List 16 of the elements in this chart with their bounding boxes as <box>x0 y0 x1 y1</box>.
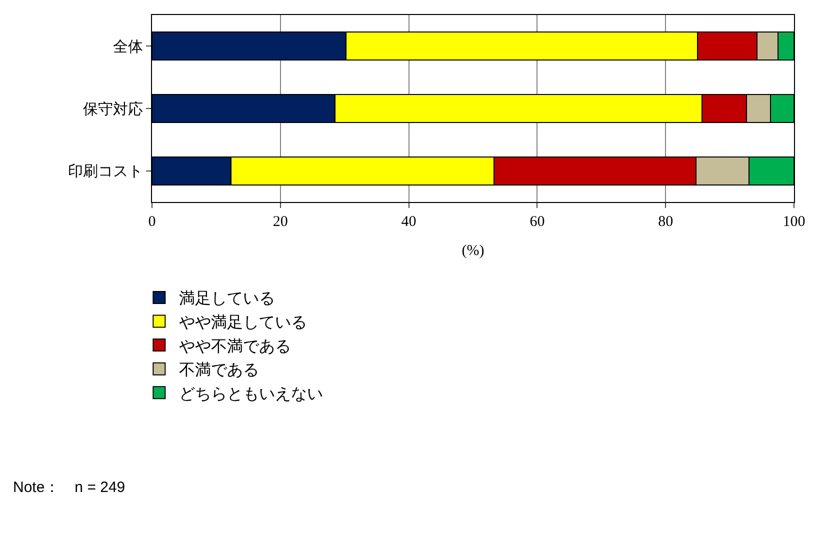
legend-label: やや満足している <box>179 312 308 332</box>
legend-label: 不満である <box>179 360 260 380</box>
x-tick-label: 100 <box>782 214 806 230</box>
y-tick-label: 全体 <box>113 37 143 56</box>
y-tick-label: 保守対応 <box>83 100 143 118</box>
legend-label: どちらともいえない <box>179 384 324 403</box>
x-tick-label: 80 <box>658 214 674 230</box>
x-tick-label: 0 <box>148 214 156 230</box>
x-tick-label: 60 <box>530 214 545 230</box>
x-axis-title: (%) <box>462 243 484 259</box>
y-tick-label: 印刷コスト <box>68 162 143 180</box>
x-tick-label: 40 <box>401 214 416 230</box>
x-tick-label: 20 <box>272 214 288 230</box>
text: Note： n = 249 <box>13 479 126 496</box>
legend-label: 満足している <box>179 288 276 308</box>
legend-label: やや不満である <box>179 336 292 356</box>
